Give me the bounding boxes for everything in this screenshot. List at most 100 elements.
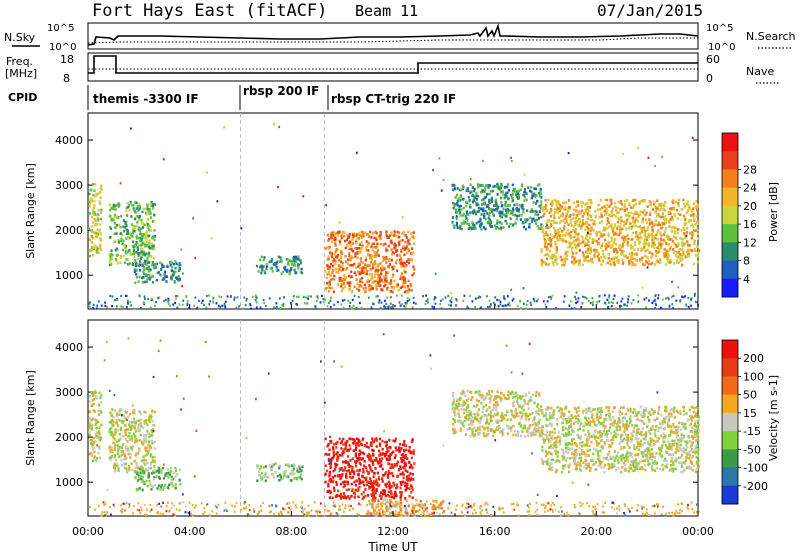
echo-region <box>255 255 304 276</box>
echo-region <box>451 389 543 438</box>
x-tick-label: 16:00 <box>479 525 511 538</box>
cpid-segment-2: rbsp 200 IF <box>243 84 319 98</box>
colorbar-swatch <box>722 431 738 450</box>
colorbar-tick-label: -15 <box>743 425 761 438</box>
freq-tick-bottom: 8 <box>63 72 70 85</box>
colorbar-swatch <box>722 449 738 469</box>
cpid-row: CPID themis -3300 IF rbsp 200 IF rbsp CT… <box>8 84 456 110</box>
colorbar-swatch <box>722 205 738 225</box>
y-tick-label: 4000 <box>55 134 83 147</box>
nsearch-tick-top: 10^5 <box>706 23 733 34</box>
y-tick-label: 2000 <box>55 431 83 444</box>
colorbar-tick-label: 100 <box>743 370 764 383</box>
near-range-scatter <box>89 501 700 517</box>
echo-region <box>133 259 182 285</box>
x-tick-label: 08:00 <box>275 525 307 538</box>
power-scatter <box>88 113 701 310</box>
nsky-line <box>87 23 699 46</box>
cpid-label: CPID <box>8 91 37 104</box>
x-tick-label: 04:00 <box>174 525 206 538</box>
colorbar-swatch <box>722 467 738 487</box>
echo-region <box>540 405 701 474</box>
colorbar-swatch <box>722 169 738 189</box>
colorbar-tick-label: 28 <box>743 163 757 176</box>
colorbar-tick-label: 24 <box>743 182 757 195</box>
echo-region <box>324 437 416 501</box>
cpid-segment-1: themis -3300 IF <box>93 92 199 106</box>
freq-unit: [MHz] <box>5 67 37 80</box>
y-tick-label: 3000 <box>55 386 83 399</box>
y-tick-label: 1000 <box>55 269 83 282</box>
echo-region <box>88 390 103 463</box>
y-tick-label: 3000 <box>55 179 83 192</box>
colorbar-swatch <box>722 133 738 152</box>
colorbar-swatch <box>722 485 738 505</box>
time-xaxis: 00:00 04:00 08:00 12:00 16:00 20:00 00:00 <box>72 304 714 538</box>
power-panel: Slant Range [km] 1000 2000 3000 4000 4 8 12 16… <box>24 112 780 310</box>
nave-tick-bottom: 0 <box>706 72 713 85</box>
colorbar-tick-label: 20 <box>743 200 757 213</box>
x-tick-label: 00:00 <box>72 525 104 538</box>
velocity-ylabel: Slant Range [km] <box>24 370 37 466</box>
colorbar-tick-label: -200 <box>743 480 768 493</box>
nsky-label: N.Sky <box>4 31 36 44</box>
y-tick-label: 2000 <box>55 224 83 237</box>
velocity-panel: Slant Range [km] 1000 2000 3000 4000 200 100… <box>24 304 780 554</box>
colorbar-tick-label: 4 <box>743 273 750 286</box>
colorbar-tick-label: 8 <box>743 255 750 268</box>
sparse-echoes <box>96 333 689 508</box>
x-tick-label: 00:00 <box>682 525 714 538</box>
colorbar-tick-label: -100 <box>743 462 768 475</box>
colorbar-swatch <box>722 224 738 243</box>
colorbar-swatch <box>722 151 738 170</box>
nsky-tick-bottom: 10^0 <box>49 42 76 53</box>
cpid-segment-3: rbsp CT-trig 220 IF <box>331 92 456 106</box>
colorbar-tick-label: -50 <box>743 443 761 456</box>
near-range-scatter <box>88 294 699 310</box>
colorbar-swatch <box>722 340 738 359</box>
x-tick-label: 20:00 <box>580 525 612 538</box>
colorbar-swatch <box>722 260 738 280</box>
colorbar-swatch <box>722 394 738 414</box>
y-tick-label: 1000 <box>55 476 83 489</box>
echo-region <box>540 198 701 267</box>
colorbar-swatch <box>722 187 738 207</box>
y-tick-label: 4000 <box>55 341 83 354</box>
power-colorbar: 4 8 12 16 20 24 28 <box>721 132 757 298</box>
echo-region <box>451 182 543 231</box>
colorbar-swatch <box>722 412 738 432</box>
velocity-colorbar-label: Velocity [m s-1] <box>767 375 780 461</box>
colorbar-swatch <box>722 376 738 396</box>
power-colorbar-label: Power [dB] <box>767 182 780 242</box>
echo-region <box>88 183 103 258</box>
nsearch-line <box>87 37 698 44</box>
freq-tick-top: 18 <box>60 53 74 66</box>
time-xlabel: Time UT <box>367 540 418 554</box>
freq-label: Freq. <box>6 55 33 68</box>
power-ylabel: Slant Range [km] <box>24 163 37 259</box>
nave-tick-top: 60 <box>706 53 720 66</box>
echo-region <box>108 200 157 267</box>
echo-region <box>134 466 182 492</box>
freq-panel: Freq. [MHz] 18 8 60 0 Nave <box>5 52 780 85</box>
nsearch-tick-bottom: 10^0 <box>708 42 735 53</box>
power-yaxis: 1000 2000 3000 4000 <box>55 134 698 282</box>
nsky-tick-top: 10^5 <box>47 23 74 34</box>
sparse-echoes <box>119 123 696 300</box>
nsky-panel: N.Sky 10^5 10^0 10^5 10^0 N.Search <box>4 22 796 53</box>
colorbar-tick-label: 15 <box>743 407 757 420</box>
echo-region <box>324 230 416 294</box>
freq-line <box>88 55 698 74</box>
colorbar-tick-label: 200 <box>743 352 764 365</box>
echo-region <box>256 462 304 483</box>
nave-label: Nave <box>746 65 774 78</box>
colorbar-swatch <box>722 278 738 298</box>
velocity-colorbar: 200 100 50 15 -15 -50 -100 -200 <box>721 339 768 505</box>
colorbar-tick-label: 12 <box>743 236 757 249</box>
x-tick-label: 12:00 <box>377 525 409 538</box>
echo-region <box>108 408 157 474</box>
beam-label: Beam 11 <box>355 2 418 20</box>
date-label: 07/Jan/2015 <box>597 1 703 20</box>
